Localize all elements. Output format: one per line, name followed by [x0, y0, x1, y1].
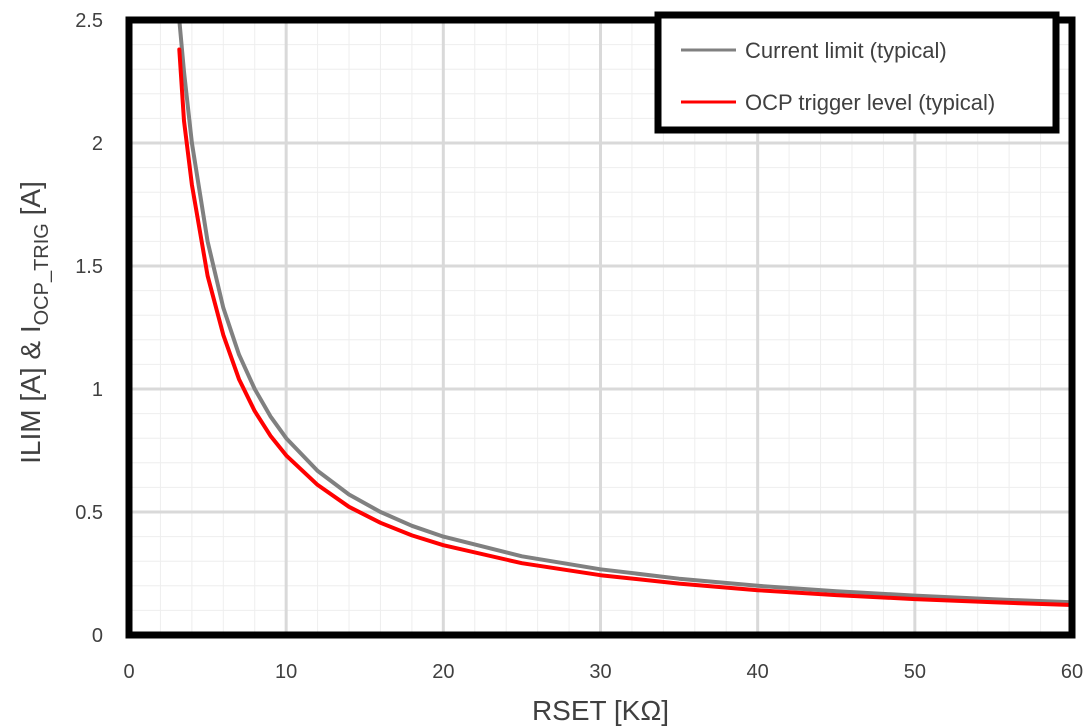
series-layer [177, 18, 1074, 607]
y-tick-label: 1.5 [75, 256, 103, 278]
y-axis-title-main: ILIM [A] & I [15, 325, 46, 463]
x-axis-title: RSET [KΩ] [532, 695, 669, 726]
y-tick-label: 1 [92, 379, 103, 401]
y-tick-label: 0.5 [75, 502, 103, 524]
x-tick-label: 10 [275, 661, 297, 683]
x-tick-label: 50 [904, 661, 926, 683]
y-tick-label: 2.5 [75, 10, 103, 32]
legend-box [654, 11, 1060, 134]
y-axis-title-suffix: [A] [15, 181, 46, 223]
legend-label-ocp-trigger: OCP trigger level (typical) [745, 90, 995, 115]
y-axis-title-subscript: OCP_TRIG [31, 223, 53, 325]
x-tick-label: 30 [589, 661, 611, 683]
plot-frame [125, 16, 1076, 639]
y-axis-title: ILIM [A] & IOCP_TRIG [A] [15, 181, 53, 464]
x-tick-label: 20 [432, 661, 454, 683]
x-tick-label: 0 [123, 661, 134, 683]
x-tick-labels: 0 10 20 30 40 50 60 [123, 661, 1083, 683]
y-tick-label: 0 [92, 625, 103, 647]
x-tick-label: 60 [1061, 661, 1083, 683]
series-line-1 [177, 47, 1074, 607]
legend-label-current-limit: Current limit (typical) [745, 38, 947, 63]
series-line-0 [177, 18, 1074, 605]
legend: Current limit (typical) OCP trigger leve… [654, 11, 1060, 134]
y-tick-label: 2 [92, 133, 103, 155]
x-tick-label: 40 [747, 661, 769, 683]
y-tick-labels: 0 0.5 1 1.5 2 2.5 [75, 10, 103, 647]
